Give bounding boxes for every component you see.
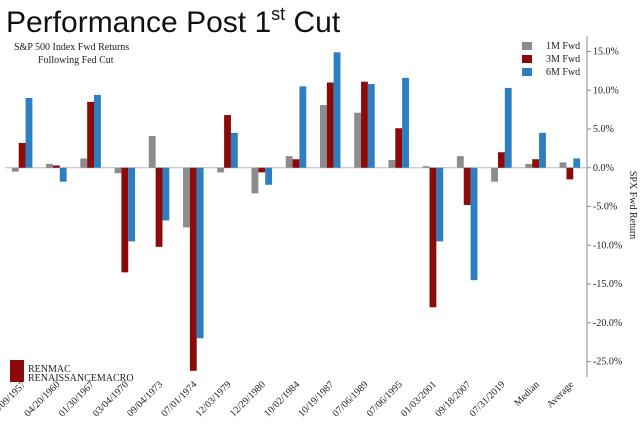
- bar: [46, 163, 53, 168]
- bar: [456, 156, 464, 168]
- x-tick-label: 09/04/1973: [125, 379, 165, 419]
- x-tick-label: 04/20/1960: [22, 379, 62, 419]
- bar: [189, 167, 197, 371]
- bar: [230, 132, 238, 168]
- bar: [285, 156, 293, 168]
- bar: [217, 167, 225, 173]
- legend-swatch: [522, 42, 532, 50]
- x-tick-label: 03/04/1970: [91, 379, 131, 419]
- x-tick-label: 09/18/2007: [433, 379, 473, 419]
- bar: [52, 165, 60, 168]
- bar: [367, 84, 375, 168]
- logo-subtext: RENAISSANCEMACRO: [28, 373, 134, 384]
- bar: [402, 77, 409, 168]
- bar: [196, 167, 204, 339]
- bar: [395, 128, 403, 168]
- bar: [470, 167, 478, 281]
- y-axis-label: SPX Fwd Return: [627, 171, 638, 239]
- x-tick-label: 10/19/1987: [296, 379, 336, 419]
- bar: [566, 167, 574, 180]
- bar: [59, 167, 67, 182]
- bar: [114, 167, 122, 174]
- bar: [155, 167, 163, 247]
- bar: [573, 158, 581, 168]
- y-tick-label: 15.0%: [593, 47, 619, 58]
- bar: [491, 167, 498, 182]
- x-tick-label: 12/03/1979: [194, 379, 234, 419]
- bar: [258, 167, 266, 173]
- title-end: Cut: [285, 6, 341, 39]
- x-tick-label: 07/06/1995: [365, 379, 405, 419]
- title-sup: st: [271, 4, 285, 24]
- bar: [25, 98, 33, 168]
- y-tick-label: -20.0%: [593, 318, 622, 329]
- bar: [251, 167, 259, 194]
- logo-text: RENMAC: [28, 364, 71, 375]
- x-tick-label: Median: [512, 379, 541, 408]
- bar: [299, 86, 307, 168]
- x-tick-label: 10/02/1984: [262, 379, 302, 419]
- bar: [422, 166, 430, 168]
- x-tick-label: 07/06/1989: [331, 379, 371, 419]
- bar: [121, 167, 129, 273]
- x-tick-label: 01/30/1967: [57, 379, 97, 419]
- title-main: Performance Post 1: [6, 6, 271, 39]
- subtitle: S&P 500 Index Fwd Returns: [14, 42, 129, 53]
- bar: [265, 167, 273, 185]
- y-tick-label: -5.0%: [593, 202, 617, 213]
- bar: [463, 167, 471, 205]
- chart-title: Performance Post 1st Cut: [6, 4, 341, 39]
- bar: [361, 81, 368, 168]
- bar: [559, 162, 567, 168]
- bar: [87, 101, 95, 168]
- y-tick-label: 0.0%: [593, 163, 614, 174]
- bar: [162, 167, 170, 221]
- bar: [525, 163, 533, 168]
- bar: [18, 142, 26, 168]
- x-tick-label: 12/29/1980: [228, 379, 268, 419]
- x-tick-label: 01/03/2001: [399, 379, 439, 419]
- logo-icon: [10, 360, 24, 382]
- bar: [429, 167, 437, 308]
- bar: [539, 132, 546, 168]
- bar: [183, 167, 190, 228]
- bar: [504, 87, 512, 168]
- bar: [388, 160, 396, 168]
- bar: [333, 52, 341, 168]
- x-tick-label: 07/01/1974: [159, 379, 199, 419]
- y-tick-label: 10.0%: [593, 85, 619, 96]
- legend-label: 3M Fwd: [546, 54, 580, 65]
- bar: [128, 167, 136, 242]
- legend-label: 1M Fwd: [546, 41, 580, 52]
- y-tick-label: -10.0%: [593, 240, 622, 251]
- y-tick-label: 5.0%: [593, 124, 614, 135]
- x-tick-label: 07/31/2019: [468, 379, 508, 419]
- legend-swatch: [522, 55, 532, 63]
- y-tick-label: -15.0%: [593, 279, 622, 290]
- bar: [94, 94, 101, 168]
- bar: [11, 167, 19, 172]
- bar: [354, 112, 362, 168]
- bar: [319, 104, 327, 168]
- bar: [532, 159, 540, 168]
- bar: [326, 82, 334, 168]
- legend-swatch: [522, 68, 532, 76]
- bar: [80, 158, 88, 168]
- bar: [224, 115, 231, 168]
- y-tick-label: -25.0%: [593, 357, 622, 368]
- bar: [436, 167, 444, 242]
- bar: [292, 159, 300, 168]
- x-tick-label: Average: [545, 379, 577, 411]
- bar: [148, 135, 156, 168]
- bar: [497, 152, 505, 168]
- subtitle: Following Fed Cut: [38, 55, 114, 66]
- legend-label: 6M Fwd: [546, 67, 580, 78]
